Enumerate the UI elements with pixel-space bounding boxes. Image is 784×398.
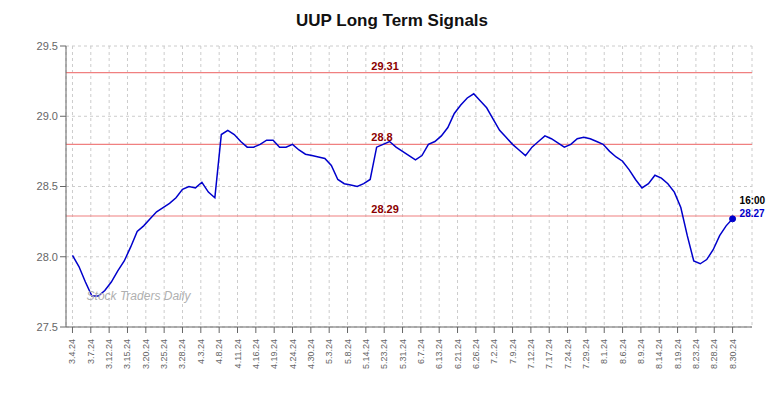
svg-text:7.17.24: 7.17.24 bbox=[544, 339, 554, 369]
svg-text:6.7.24: 6.7.24 bbox=[416, 339, 426, 364]
html-text:UUP Long Term Signals: UUP Long Term Signals bbox=[296, 11, 488, 30]
svg-text:29.0: 29.0 bbox=[37, 110, 58, 122]
svg-text:3.15.24: 3.15.24 bbox=[122, 339, 132, 369]
svg-text:3.4.24: 3.4.24 bbox=[67, 339, 77, 364]
svg-text:5.14.24: 5.14.24 bbox=[361, 339, 371, 369]
svg-text:6.13.24: 6.13.24 bbox=[434, 339, 444, 369]
svg-text:3.7.24: 3.7.24 bbox=[86, 339, 96, 364]
svg-text:7.29.24: 7.29.24 bbox=[581, 339, 591, 369]
svg-text:4.11.24: 4.11.24 bbox=[233, 339, 243, 368]
svg-text:4.8.24: 4.8.24 bbox=[214, 339, 224, 364]
svg-text:5.23.24: 5.23.24 bbox=[379, 339, 389, 369]
svg-text:28.8: 28.8 bbox=[371, 131, 393, 144]
svg-text:5.31.24: 5.31.24 bbox=[398, 339, 408, 369]
svg-text:8.19.24: 8.19.24 bbox=[673, 339, 683, 369]
svg-text:28.0: 28.0 bbox=[37, 251, 58, 263]
svg-text:16:00: 16:00 bbox=[740, 195, 766, 206]
svg-text:8.28.24: 8.28.24 bbox=[709, 339, 719, 369]
svg-text:28.27: 28.27 bbox=[740, 208, 765, 219]
svg-text:5.8.24: 5.8.24 bbox=[343, 339, 353, 364]
svg-text:6.21.24: 6.21.24 bbox=[453, 339, 463, 369]
svg-text:28.5: 28.5 bbox=[37, 180, 58, 192]
svg-text:8.30.24: 8.30.24 bbox=[728, 339, 738, 369]
svg-text:7.12.24: 7.12.24 bbox=[526, 339, 536, 369]
svg-text:4.3.24: 4.3.24 bbox=[196, 339, 206, 364]
svg-text:8.14.24: 8.14.24 bbox=[654, 339, 664, 369]
svg-text:29.5: 29.5 bbox=[37, 40, 58, 52]
svg-text:7.9.24: 7.9.24 bbox=[508, 339, 518, 364]
svg-text:4.30.24: 4.30.24 bbox=[306, 339, 316, 369]
svg-text:8.23.24: 8.23.24 bbox=[691, 339, 701, 369]
html-text:Stock Traders Daily: Stock Traders Daily bbox=[86, 288, 191, 303]
svg-text:3.25.24: 3.25.24 bbox=[159, 339, 169, 369]
svg-text:3.28.24: 3.28.24 bbox=[177, 339, 187, 369]
svg-text:29.31: 29.31 bbox=[371, 60, 399, 72]
svg-text:3.12.24: 3.12.24 bbox=[104, 339, 114, 369]
svg-text:28.29: 28.29 bbox=[371, 203, 399, 215]
svg-text:4.19.24: 4.19.24 bbox=[269, 339, 279, 369]
svg-text:8.6.24: 8.6.24 bbox=[618, 339, 628, 364]
svg-text:8.9.24: 8.9.24 bbox=[636, 339, 646, 364]
svg-text:7.24.24: 7.24.24 bbox=[563, 339, 573, 369]
svg-text:6.26.24: 6.26.24 bbox=[471, 339, 481, 369]
svg-text:3.20.24: 3.20.24 bbox=[141, 339, 151, 369]
svg-text:8.1.24: 8.1.24 bbox=[599, 339, 609, 364]
svg-text:7.2.24: 7.2.24 bbox=[489, 339, 499, 364]
svg-text:4.24.24: 4.24.24 bbox=[288, 339, 298, 369]
svg-text:4.16.24: 4.16.24 bbox=[251, 339, 261, 369]
svg-text:5.3.24: 5.3.24 bbox=[324, 339, 334, 364]
svg-text:27.5: 27.5 bbox=[37, 321, 58, 333]
